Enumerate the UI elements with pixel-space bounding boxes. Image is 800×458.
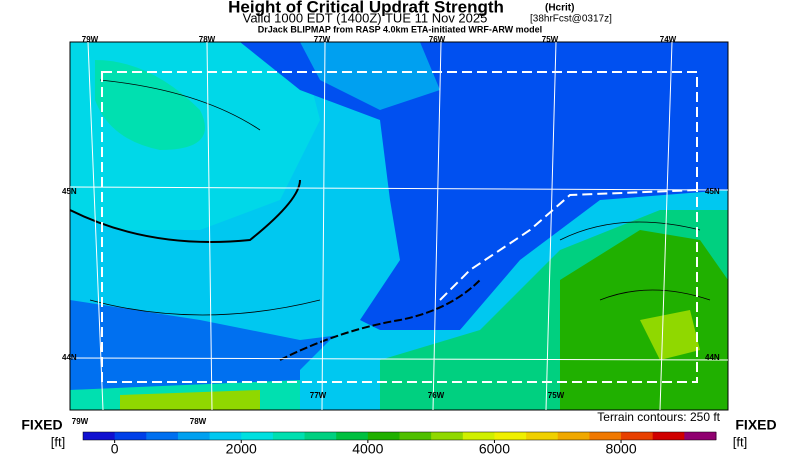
lon-label: 76W [429, 35, 446, 44]
colorbar-segment [146, 432, 179, 440]
colorbar-segment [557, 432, 590, 440]
colorbar-tick-label: 0 [111, 441, 119, 457]
colorbar-frame [82, 431, 717, 441]
colorbar-segment [399, 432, 432, 440]
colorbar-segment [684, 432, 717, 440]
lon-label: 77W [314, 35, 331, 44]
colorbar-segment [83, 432, 116, 440]
colorbar-tick-label: 6000 [479, 441, 510, 457]
map-field [69, 41, 729, 411]
lon-label: 78W [199, 35, 216, 44]
colorbar-segment [526, 432, 559, 440]
colorbar-right-label: FIXED [735, 417, 776, 433]
colorbar-right-unit: [ft] [733, 434, 747, 449]
colorbar-segment [494, 432, 527, 440]
colorbar-segment [431, 432, 464, 440]
colorbar-segment [589, 432, 622, 440]
colorbar-segment [367, 432, 400, 440]
colorbar-segment [462, 432, 495, 440]
title-tag: (Hcrit) [545, 3, 574, 14]
lon-label: 75W [548, 391, 565, 400]
lat-label: 45N [705, 187, 720, 196]
colorbar-segment [621, 432, 654, 440]
colorbar-left-unit: [ft] [51, 434, 65, 449]
lon-label: 76W [428, 391, 445, 400]
lon-label: 74W [660, 35, 677, 44]
colorbar-segment [177, 432, 211, 440]
colorbar-tick-label: 4000 [352, 441, 383, 457]
lon-label: 79W [82, 35, 99, 44]
lon-label: 78W [190, 417, 207, 426]
lon-label: 79W [72, 417, 89, 426]
terrain-note: Terrain contours: 250 ft [597, 410, 720, 424]
lat-label: 44N [62, 353, 77, 362]
colorbar-segment [209, 432, 242, 440]
colorbar-segment [304, 432, 337, 440]
colorbar-segment [652, 432, 685, 440]
colorbar-tick-label: 8000 [605, 441, 636, 457]
colorbar-segment [114, 432, 147, 440]
lat-label: 44N [705, 353, 720, 362]
colorbar-segment [272, 432, 306, 440]
subtitle: Valid 1000 EDT (1400Z) TUE 11 Nov 2025 [243, 10, 488, 25]
lon-label: 77W [310, 391, 327, 400]
forecast: [38hrFcst@0317z] [530, 14, 612, 25]
model: DrJack BLIPMAP from RASP 4.0km ETA-initi… [258, 24, 542, 34]
colorbar-left-label: FIXED [21, 417, 62, 433]
colorbar-segment [336, 432, 369, 440]
colorbar-segment [241, 432, 274, 440]
lat-label: 45N [62, 187, 77, 196]
lon-label: 75W [542, 35, 559, 44]
colorbar-tick-label: 2000 [226, 441, 257, 457]
title: Height of Critical Updraft Strength [228, 0, 504, 16]
